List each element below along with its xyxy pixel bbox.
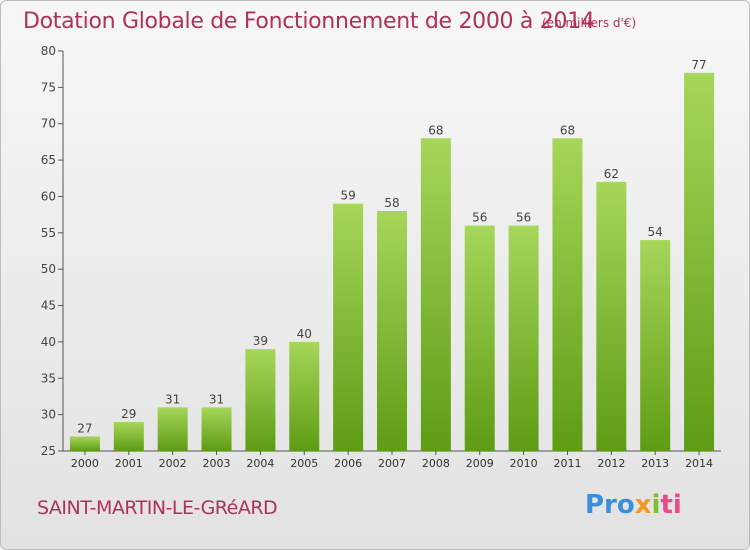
bar [552,138,583,452]
bar-value-label: 59 [340,189,355,203]
bar [377,211,407,451]
proxiti-logo: Proxiti [585,490,682,520]
bar [289,341,320,451]
commune-name: SAINT-MARTIN-LE-GRéARD [37,497,278,519]
y-tick-label: 45 [41,299,56,313]
y-tick-label: 40 [41,335,56,349]
x-tick-label: 2012 [597,457,625,470]
chart-title: Dotation Globale de Fonctionnement de 20… [23,9,595,34]
bar [640,240,671,451]
bar-value-label: 56 [472,211,487,225]
bar [69,436,100,451]
x-tick-label: 2014 [685,457,713,470]
x-tick-label: 2003 [203,457,231,470]
bar-value-label: 31 [209,392,224,406]
bar [464,225,495,451]
bar [201,407,232,451]
y-tick-label: 65 [41,153,56,167]
bar-value-label: 68 [428,123,443,137]
bar-value-label: 27 [77,421,92,435]
x-tick-label: 2001 [115,457,143,470]
bar-value-label: 54 [648,225,663,239]
x-tick-label: 2002 [159,457,187,470]
bar-value-label: 29 [121,407,136,421]
y-tick-label: 30 [41,408,56,422]
y-tick-label: 25 [41,444,56,458]
y-tick-label: 75 [41,80,56,94]
x-tick-label: 2004 [246,457,274,470]
bar [420,138,451,452]
x-tick-label: 2009 [466,457,494,470]
bar [684,72,715,452]
bar-value-label: 62 [604,167,619,181]
y-tick-label: 60 [41,189,56,203]
bar-value-label: 58 [384,196,399,210]
y-tick-label: 70 [41,117,56,131]
x-tick-label: 2007 [378,457,406,470]
x-tick-label: 2013 [641,457,669,470]
bar-value-label: 31 [165,392,180,406]
bar-value-label: 39 [253,334,268,348]
chart-subtitle: (en milliers d'€) [542,16,637,30]
x-tick-label: 2011 [553,457,581,470]
x-tick-label: 2005 [290,457,318,470]
x-tick-label: 2000 [71,457,99,470]
bar-value-label: 77 [691,58,706,72]
bar [596,181,627,451]
bar-value-label: 40 [297,327,312,341]
bar [157,407,188,451]
bar-value-label: 68 [560,123,575,137]
x-tick-label: 2008 [422,457,450,470]
y-tick-label: 50 [41,262,56,276]
y-tick-label: 35 [41,371,56,385]
bar [113,421,144,451]
y-tick-label: 55 [41,226,56,240]
x-tick-label: 2006 [334,457,362,470]
x-tick-label: 2010 [510,457,538,470]
bar [245,349,276,451]
bar [333,203,364,451]
bar [508,225,539,451]
bar-value-label: 56 [516,211,531,225]
y-tick-label: 80 [41,44,56,58]
